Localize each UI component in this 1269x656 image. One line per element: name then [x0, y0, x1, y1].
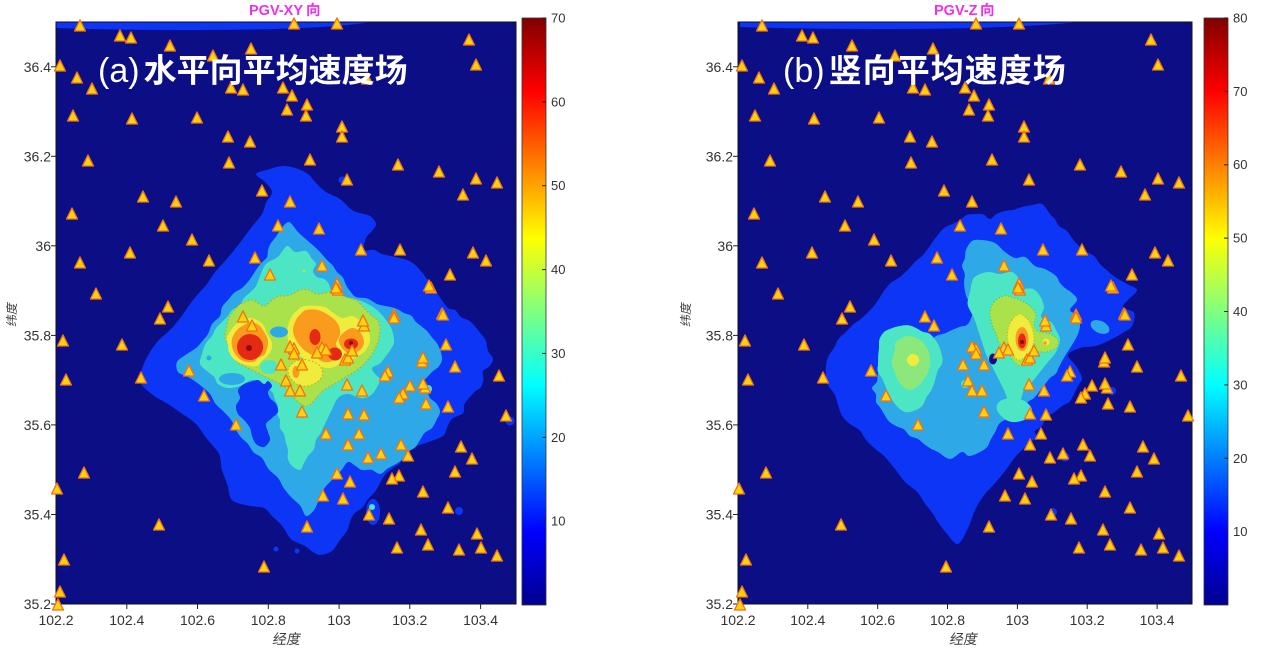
svg-text:102.6: 102.6 [180, 612, 215, 628]
svg-text:20: 20 [551, 430, 565, 445]
svg-text:30: 30 [551, 346, 565, 361]
svg-text:80: 80 [1233, 11, 1247, 26]
svg-text:103.2: 103.2 [1070, 612, 1105, 628]
svg-text:35.4: 35.4 [24, 507, 51, 523]
svg-text:35.8: 35.8 [24, 327, 51, 343]
svg-text:103.4: 103.4 [463, 612, 498, 628]
svg-text:36: 36 [35, 238, 51, 254]
svg-text:36: 36 [717, 238, 733, 254]
svg-text:36.2: 36.2 [24, 148, 51, 164]
svg-text:35.2: 35.2 [24, 596, 51, 612]
svg-text:10: 10 [1233, 524, 1247, 539]
svg-text:36.2: 36.2 [706, 148, 733, 164]
svg-text:102.8: 102.8 [930, 612, 965, 628]
svg-text:70: 70 [1233, 84, 1247, 99]
svg-text:103.4: 103.4 [1140, 612, 1175, 628]
svg-text:103: 103 [1006, 612, 1030, 628]
svg-text:35.4: 35.4 [706, 507, 733, 523]
svg-text:50: 50 [1233, 231, 1247, 246]
svg-text:102.2: 102.2 [38, 612, 73, 628]
svg-text:PGV-Z: PGV-Z [934, 3, 978, 19]
svg-text:35.2: 35.2 [706, 596, 733, 612]
svg-text:103: 103 [327, 612, 351, 628]
svg-text:102.2: 102.2 [720, 612, 755, 628]
svg-text:36.4: 36.4 [706, 59, 733, 75]
svg-text:35.6: 35.6 [24, 417, 51, 433]
svg-text:102.4: 102.4 [109, 612, 144, 628]
svg-text:60: 60 [551, 94, 565, 109]
svg-text:(b): (b) [783, 52, 825, 90]
svg-text:70: 70 [551, 11, 565, 26]
svg-text:36.4: 36.4 [24, 59, 51, 75]
svg-text:35.6: 35.6 [706, 417, 733, 433]
svg-text:102.6: 102.6 [860, 612, 895, 628]
svg-text:10: 10 [551, 514, 565, 529]
svg-text:50: 50 [551, 178, 565, 193]
svg-text:20: 20 [1233, 451, 1247, 466]
svg-text:103.2: 103.2 [392, 612, 427, 628]
svg-text:PGV-XY: PGV-XY [249, 3, 303, 19]
svg-text:30: 30 [1233, 377, 1247, 392]
svg-text:40: 40 [1233, 304, 1247, 319]
svg-text:35.8: 35.8 [706, 327, 733, 343]
svg-text:102.4: 102.4 [790, 612, 825, 628]
svg-text:40: 40 [551, 262, 565, 277]
svg-text:102.8: 102.8 [251, 612, 286, 628]
svg-text:60: 60 [1233, 157, 1247, 172]
svg-text:(a): (a) [98, 52, 140, 90]
